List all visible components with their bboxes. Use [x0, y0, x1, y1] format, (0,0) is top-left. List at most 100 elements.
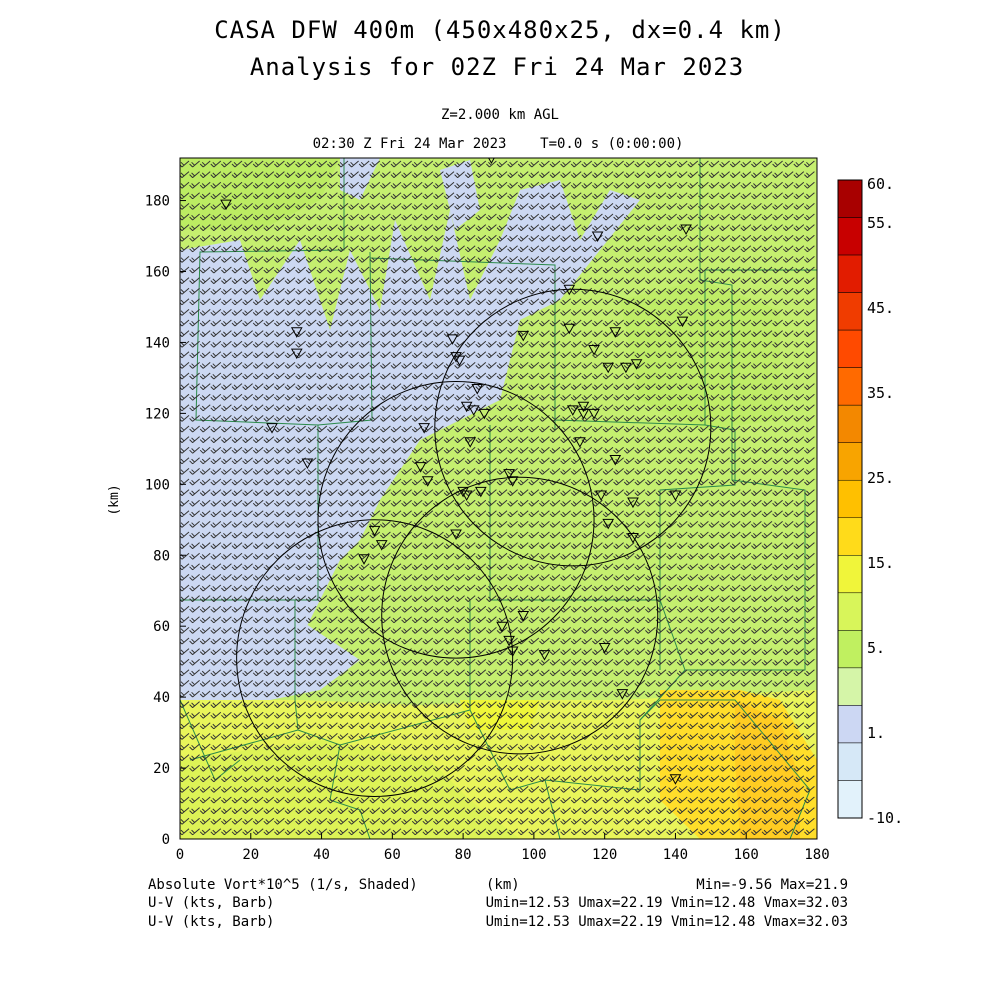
station-marker — [538, 650, 551, 661]
time-label: 02:30 Z Fri 24 Mar 2023 T=0.0 s (0:00:00… — [312, 136, 684, 152]
colorbar-label: 35. — [867, 384, 894, 402]
colorbar-swatch — [837, 592, 863, 631]
station-marker — [496, 621, 508, 633]
x-axis: 0 20 40 60 80 100 120 140 160 180 — [176, 833, 830, 863]
station-marker — [602, 362, 615, 374]
colorbar-swatch — [837, 479, 863, 519]
station-marker — [620, 362, 632, 374]
station-marker — [627, 533, 639, 544]
x-tick-label: 80 — [455, 847, 472, 863]
colorbar-swatch — [837, 217, 863, 256]
level-label: Z=2.000 km AGL — [440, 107, 559, 123]
station-marker — [421, 476, 434, 487]
y-tick-label: 60 — [153, 619, 170, 635]
station-marker — [418, 423, 431, 434]
station-marker — [577, 401, 590, 413]
plot-title: CASA DFW 400m (450x480x25, dx=0.4 km) — [214, 16, 786, 44]
radar-range-ring — [434, 288, 712, 567]
station-marker — [290, 327, 303, 338]
station-marker — [467, 405, 480, 416]
station-marker — [517, 330, 530, 342]
y-tick-label: 120 — [145, 406, 170, 422]
station-marker — [609, 327, 622, 338]
station-marker — [375, 540, 388, 551]
station-marker — [503, 469, 515, 480]
wind-barb-field — [180, 160, 815, 836]
station-marker — [358, 554, 370, 565]
y-axis-label: (km) — [107, 484, 122, 515]
colorbar-label: 15. — [867, 554, 894, 572]
station-marker — [566, 405, 579, 416]
station-marker — [598, 642, 611, 654]
station-marker — [609, 454, 622, 466]
plot-subtitle: Analysis for 02Z Fri 24 Mar 2023 — [249, 53, 745, 81]
colorbar-swatch — [837, 555, 863, 594]
colorbar-label: 1. — [867, 724, 885, 742]
station-marker — [446, 334, 459, 345]
x-tick-label: 40 — [313, 847, 330, 863]
station-marker — [457, 486, 469, 498]
station-marker — [517, 611, 530, 622]
station-marker — [588, 408, 600, 420]
station-marker — [290, 348, 303, 360]
plot-frame — [179, 157, 818, 840]
colorbar: 60. 55. 45. 35. 25. 15. 5. 1. -10. — [837, 175, 903, 827]
colorbar-label: 5. — [867, 639, 885, 657]
y-tick-label: 0 — [162, 832, 170, 848]
colorbar-frame — [837, 179, 863, 819]
field-range: Min=-9.56 Max=21.9 — [696, 877, 848, 893]
colorbar-label: 60. — [867, 175, 894, 193]
station-marker — [669, 490, 682, 501]
station-marker — [627, 497, 639, 509]
field-label: Absolute Vort*10^5 (1/s, Shaded) — [148, 877, 418, 893]
y-tick-label: 40 — [153, 690, 170, 706]
x-tick-label: 120 — [592, 847, 617, 863]
station-marker — [616, 689, 629, 700]
station-marker — [503, 635, 515, 647]
station-marker — [450, 352, 462, 363]
station-markers — [220, 158, 692, 785]
colorbar-label: 55. — [867, 214, 894, 232]
y-tick-label: 180 — [145, 194, 170, 210]
colorbar-swatch — [837, 780, 863, 819]
wind-barbs — [180, 160, 815, 836]
station-marker — [506, 476, 519, 487]
colorbar-swatch — [837, 292, 863, 331]
y-tick-label: 80 — [153, 548, 170, 564]
colorbar-label: 45. — [867, 299, 894, 317]
colorbar-swatch — [837, 442, 863, 481]
station-marker — [266, 423, 278, 434]
radar-range-rings — [236, 288, 712, 797]
station-marker — [630, 359, 643, 370]
x-tick-label: 20 — [242, 847, 259, 863]
x-tick-label: 180 — [804, 847, 829, 863]
x-tick-label: 160 — [734, 847, 759, 863]
y-tick-label: 20 — [153, 761, 170, 777]
station-marker — [588, 345, 600, 356]
wind-range-2: Umin=12.53 Umax=22.19 Vmin=12.48 Vmax=32… — [485, 914, 848, 930]
station-marker — [474, 486, 487, 498]
colorbar-swatch — [837, 667, 863, 706]
colorbar-swatch — [837, 705, 863, 744]
station-marker — [471, 384, 484, 395]
radar-range-ring — [381, 476, 659, 755]
colorbar-swatch — [837, 517, 863, 556]
x-axis-unit: (km) — [486, 877, 520, 893]
wind-label-2: U-V (kts, Barb) — [148, 914, 275, 930]
station-marker — [602, 518, 615, 530]
colorbar-swatch — [837, 367, 863, 406]
station-marker — [563, 284, 576, 296]
x-tick-label: 100 — [521, 847, 546, 863]
station-marker — [414, 462, 427, 473]
colorbar-label: 25. — [867, 469, 894, 487]
station-marker — [595, 490, 607, 501]
wind-range-1: Umin=12.53 Umax=22.19 Vmin=12.48 Vmax=32… — [485, 895, 848, 911]
station-marker — [669, 774, 682, 785]
x-tick-label: 140 — [663, 847, 688, 863]
colorbar-swatch — [837, 404, 863, 443]
station-marker — [574, 437, 586, 448]
station-marker — [680, 224, 692, 235]
station-marker — [464, 437, 477, 448]
station-marker — [676, 316, 689, 328]
y-tick-label: 160 — [145, 265, 170, 281]
